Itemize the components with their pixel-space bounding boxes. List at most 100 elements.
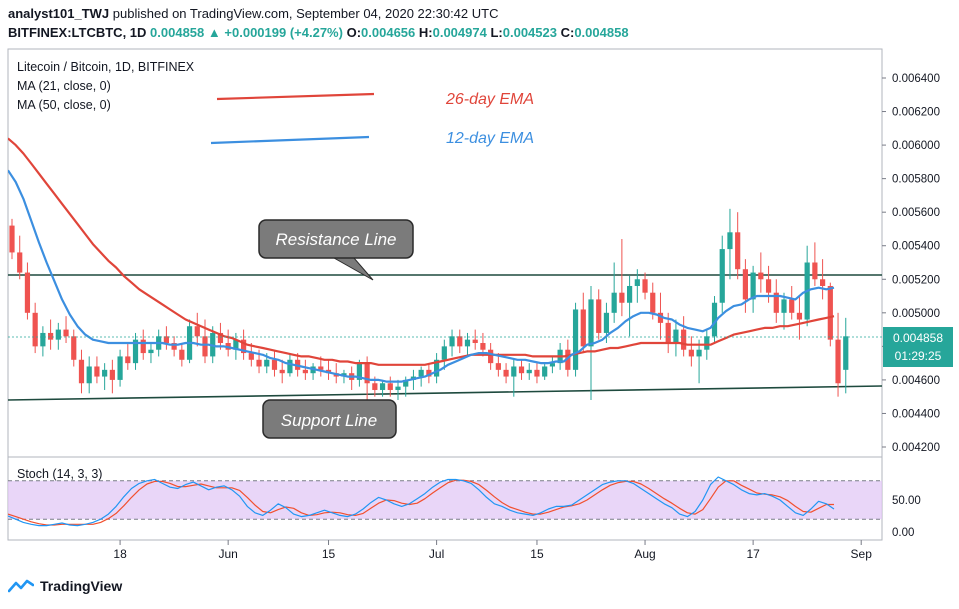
candle: [820, 259, 826, 300]
candle: [542, 363, 548, 380]
candle-body: [171, 343, 177, 350]
candle-body: [727, 232, 733, 250]
price-tag-value: 0.004858: [893, 331, 943, 345]
published-info: published on TradingView.com, September …: [112, 6, 499, 21]
tradingview-logo[interactable]: TradingView: [8, 578, 122, 594]
candle-body: [503, 369, 509, 377]
candle: [642, 272, 648, 300]
candle-body: [650, 292, 656, 313]
candle-body: [495, 363, 501, 370]
candle-body: [673, 329, 679, 344]
candle-body: [657, 312, 664, 323]
candle: [688, 336, 694, 367]
candle-body: [271, 359, 278, 370]
candle: [395, 379, 401, 401]
resistance-callout[interactable]: Resistance Line: [258, 219, 414, 281]
author-name[interactable]: analyst101_TWJ: [8, 6, 110, 21]
candle-body: [48, 332, 54, 340]
candle: [279, 359, 285, 384]
candle-body: [565, 349, 571, 370]
candle: [827, 282, 833, 347]
candle: [102, 363, 108, 390]
candle: [781, 292, 787, 330]
candle-body: [403, 379, 409, 387]
low-value: 0.004523: [502, 25, 557, 40]
candle: [696, 339, 702, 384]
candle-body: [202, 336, 208, 357]
price-tick-label: 0.005000: [892, 308, 940, 320]
close-value: 0.004858: [574, 25, 629, 40]
candle-body: [796, 312, 803, 320]
candle-body: [372, 383, 378, 390]
candle-body: [742, 269, 748, 300]
price-axis[interactable]: 0.006400 0.006200 0.006000 0.005800 0.005600…: [882, 73, 940, 539]
candle-body: [488, 349, 494, 364]
candle-body: [696, 349, 702, 357]
candle-body: [132, 339, 139, 364]
candle-body: [603, 312, 610, 333]
stoch-k-line: [8, 476, 835, 527]
candle-body: [572, 309, 579, 370]
time-tick-label: 17: [746, 547, 760, 561]
candle-body: [611, 292, 617, 313]
candle: [457, 329, 463, 354]
candle-body: [194, 326, 200, 337]
candle-body: [302, 369, 308, 374]
price-tick-label: 0.006200: [892, 107, 940, 119]
candle-body: [32, 312, 38, 347]
candle: [758, 252, 764, 293]
candle-series: [9, 208, 849, 404]
time-axis[interactable]: 18 Jun 15 Jul 15 Aug 17 Sep: [113, 540, 872, 561]
time-tick-label: Jun: [218, 547, 237, 561]
candle-body: [217, 332, 224, 344]
stoch-tick-label: 0.00: [892, 527, 914, 539]
price-tag: 0.004858 01:29:25: [883, 327, 953, 367]
candle: [148, 343, 154, 364]
legend-stoch: Stoch (14, 3, 3): [17, 467, 102, 481]
ema12-annotation: 12-day EMA: [446, 130, 534, 147]
candle-body: [688, 349, 694, 357]
time-tick-label: 15: [322, 547, 336, 561]
legend-title: Litecoin / Bitcoin, 1D, BITFINEX: [17, 60, 195, 74]
trendlines[interactable]: [7, 274, 883, 401]
candle: [719, 235, 725, 313]
candle: [24, 262, 31, 320]
support-label: Support Line: [281, 411, 377, 430]
candle: [387, 376, 393, 397]
candle-body: [179, 349, 185, 360]
stoch-band: [8, 480, 882, 520]
high-value: 0.004974: [432, 25, 487, 40]
candle-body: [441, 346, 447, 360]
price-tick-label: 0.004400: [892, 408, 940, 420]
candle-body: [418, 369, 424, 377]
candle: [63, 316, 69, 344]
candle-body: [835, 339, 841, 384]
candle-body: [287, 359, 293, 374]
candle-body: [464, 339, 471, 347]
candle-body: [580, 309, 586, 347]
candle-body: [449, 336, 455, 347]
candle-body: [279, 369, 285, 374]
time-tick-label: 15: [530, 547, 544, 561]
high-label: H:: [418, 25, 433, 40]
candle: [619, 239, 625, 317]
candle: [495, 353, 501, 377]
candle: [109, 359, 115, 394]
candle: [217, 322, 224, 350]
candle: [503, 363, 509, 384]
candle-body: [9, 225, 15, 253]
candle-body: [765, 279, 772, 293]
open-value: 0.004656: [361, 25, 416, 40]
candle: [449, 329, 455, 357]
candle-body: [642, 279, 648, 293]
candle-body: [789, 299, 795, 313]
low-label: L:: [490, 25, 503, 40]
time-tick-label: Jul: [429, 547, 444, 561]
publication-line: analyst101_TWJ published on TradingView.…: [8, 6, 498, 21]
support-line[interactable]: [7, 385, 883, 401]
candle: [596, 289, 602, 340]
open-label: O:: [346, 25, 362, 40]
support-callout[interactable]: Support Line: [262, 399, 397, 439]
candle: [526, 363, 532, 380]
